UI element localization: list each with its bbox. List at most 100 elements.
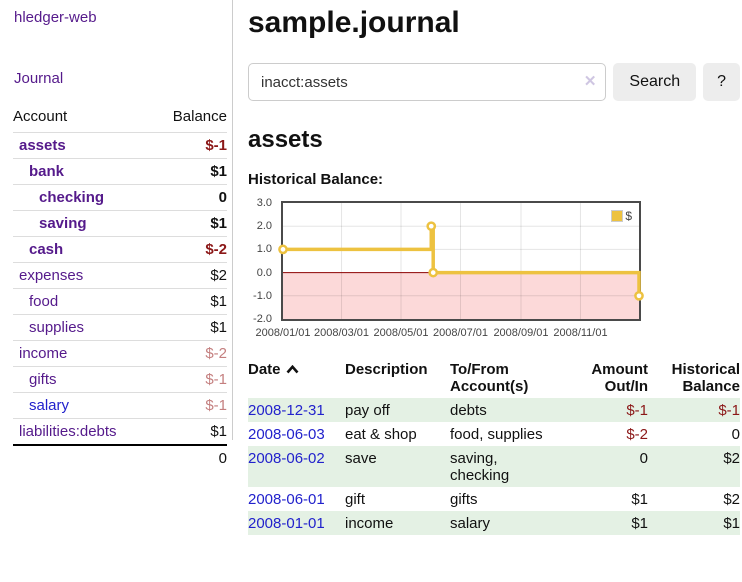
register-description: pay off (345, 402, 390, 419)
account-link[interactable]: expenses (19, 267, 84, 284)
account-link[interactable]: salary (29, 397, 70, 414)
search-form: ✕ Search ? (248, 63, 740, 101)
sidebar: hledger-web Journal Account Balance asse… (0, 0, 233, 471)
account-link[interactable]: food (29, 293, 59, 310)
register-row: 2008-12-31 pay off debts $-1 $-1 (248, 398, 740, 422)
account-balance: $1 (153, 288, 227, 315)
chart-label: Historical Balance: (248, 171, 384, 188)
y-axis-tick-label: 0.0 (256, 266, 272, 279)
account-balance: $-2 (153, 236, 227, 263)
main-panel: sample.journal ✕ Search ? assets Histori… (233, 0, 742, 535)
register-balance: $-1 (718, 402, 740, 419)
account-row: cash $-2 (13, 236, 227, 263)
account-row: gifts $-1 (13, 366, 227, 393)
register-accounts: gifts (450, 491, 478, 508)
account-title: assets (248, 126, 323, 153)
account-link[interactable]: income (19, 345, 68, 362)
account-balance: $-1 (153, 366, 227, 393)
accounts-header-account: Account (13, 108, 68, 125)
account-link[interactable]: bank (29, 163, 65, 180)
register-header-date[interactable]: Date (248, 357, 345, 398)
register-date-link[interactable]: 2008-06-02 (248, 450, 325, 467)
chart-legend: $ (609, 208, 634, 224)
chart-plot-area: $ (278, 201, 644, 321)
account-row: bank $1 (13, 158, 227, 185)
account-row: salary $-1 (13, 392, 227, 419)
register-description: save (345, 450, 377, 467)
account-balance: $1 (153, 158, 227, 185)
register-amount: $1 (631, 515, 648, 532)
register-row: 2008-01-01 income salary $1 $1 (248, 511, 740, 535)
account-link[interactable]: cash (29, 241, 64, 258)
account-balance: $2 (153, 262, 227, 289)
legend-swatch-icon (611, 210, 624, 222)
accounts-header-balance: Balance (172, 108, 227, 125)
register-date-link[interactable]: 2008-06-01 (248, 491, 325, 508)
account-link[interactable]: assets (19, 137, 66, 154)
sidebar-item-journal[interactable]: Journal (14, 70, 64, 87)
account-row: food $1 (13, 288, 227, 315)
register-row: 2008-06-02 save saving, checking 0 $2 (248, 446, 740, 487)
register-description: income (345, 515, 394, 532)
register-balance: 0 (731, 426, 740, 443)
x-axis-tick-label: 2008/11/01 (553, 327, 608, 339)
accounts-total-row: 0 (13, 444, 227, 471)
account-link[interactable]: supplies (29, 319, 85, 336)
register-table: Date Description To/From Account(s) Amou… (248, 357, 740, 535)
search-button[interactable]: Search (613, 63, 697, 101)
clear-search-icon[interactable]: ✕ (583, 73, 597, 90)
account-row: saving $1 (13, 210, 227, 237)
register-header-accounts: To/From Account(s) (450, 361, 529, 395)
register-balance: $1 (723, 515, 740, 532)
account-link[interactable]: gifts (29, 371, 57, 388)
register-amount: $-2 (626, 426, 648, 443)
account-link[interactable]: saving (39, 215, 87, 232)
x-axis-tick-label: 2008/09/01 (493, 327, 549, 339)
account-balance: $1 (153, 418, 227, 445)
y-axis-tick-label: 3.0 (256, 197, 272, 209)
register-header-balance: Historical Balance (671, 361, 740, 395)
accounts-table: Account Balance assets $-1 bank $1 checking 0… (13, 102, 227, 471)
account-row: assets $-1 (13, 132, 227, 159)
y-axis-tick-label: -1.0 (253, 289, 272, 302)
account-row: supplies $1 (13, 314, 227, 341)
register-amount: $1 (631, 491, 648, 508)
account-balance: 0 (153, 184, 227, 211)
register-accounts: saving, checking (450, 450, 510, 484)
register-amount: 0 (639, 450, 648, 467)
account-balance: $-1 (153, 132, 227, 159)
legend-label: $ (625, 209, 632, 223)
search-input[interactable] (248, 63, 607, 101)
sort-ascending-icon (286, 361, 299, 378)
register-accounts: food, supplies (450, 426, 543, 443)
register-date-link[interactable]: 2008-12-31 (248, 402, 325, 419)
app-brand-link[interactable]: hledger-web (14, 9, 97, 26)
y-axis-tick-label: 1.0 (256, 243, 272, 256)
chart-canvas (278, 203, 644, 319)
register-date-link[interactable]: 2008-06-03 (248, 426, 325, 443)
register-balance: $2 (723, 450, 740, 467)
x-axis-tick-label: 2008/01/01 (255, 327, 311, 339)
register-row: 2008-06-01 gift gifts $1 $2 (248, 487, 740, 511)
account-link[interactable]: checking (39, 189, 105, 206)
y-axis-tick-label: -2.0 (253, 313, 272, 325)
x-axis-tick-label: 2008/05/01 (373, 327, 429, 339)
page-title: sample.journal (248, 6, 460, 39)
register-row: 2008-06-03 eat & shop food, supplies $-2 0 (248, 422, 740, 446)
help-button[interactable]: ? (703, 63, 740, 101)
register-accounts: salary (450, 515, 491, 532)
x-axis-tick-label: 2008/07/01 (432, 327, 489, 339)
register-header-description: Description (345, 361, 428, 378)
x-axis-tick-label: 2008/03/01 (313, 327, 370, 339)
account-balance: $1 (153, 314, 227, 341)
account-link[interactable]: liabilities:debts (19, 423, 117, 440)
register-balance: $2 (723, 491, 740, 508)
register-date-link[interactable]: 2008-01-01 (248, 515, 325, 532)
register-header-amount: Amount Out/In (591, 361, 648, 395)
register-accounts: debts (450, 402, 487, 419)
register-description: gift (345, 491, 366, 508)
y-axis-tick-label: 2.0 (256, 220, 272, 233)
account-row: liabilities:debts $1 (13, 418, 227, 445)
account-balance: $-2 (153, 340, 227, 367)
register-amount: $-1 (626, 402, 648, 419)
